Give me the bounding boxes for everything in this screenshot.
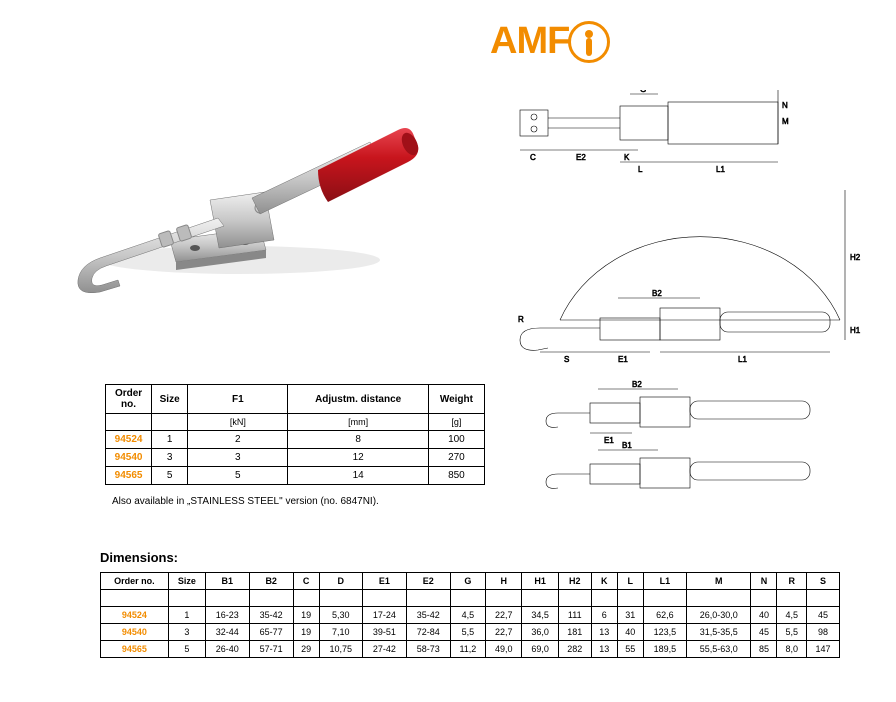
dim-l1: L1 [716, 165, 725, 174]
col-size: Size [152, 385, 188, 414]
dim-b1: B1 [622, 441, 632, 450]
order-link[interactable]: 94540 [122, 627, 147, 637]
dim-e1b: E1 [604, 436, 614, 445]
dim-k: K [624, 153, 630, 162]
order-link[interactable]: 94524 [122, 610, 147, 620]
col-weight: Weight [428, 385, 484, 414]
col-f1: F1 [188, 385, 288, 414]
table-row: 94524128100 [106, 431, 485, 449]
spec-table-unit-row: [kN] [mm] [g] [106, 414, 485, 431]
dimensions-blank-row [101, 590, 840, 607]
col-adj: Adjustm. distance [288, 385, 428, 414]
dim-m: M [782, 117, 789, 126]
logo-icon [568, 21, 610, 63]
order-link[interactable]: 94565 [115, 470, 143, 481]
dim-l1b: L1 [738, 355, 747, 364]
technical-diagrams: G N M C K E2 L L1 B2 [490, 90, 870, 490]
dim-g: G [640, 90, 646, 94]
dim-h1: H1 [850, 326, 861, 335]
dim-r: R [518, 315, 524, 324]
table-row: 945655514850 [106, 467, 485, 485]
dim-b2b: B2 [632, 380, 642, 389]
dim-e2: E2 [576, 153, 586, 162]
dim-h2: H2 [850, 253, 861, 262]
table-row: 94524116-2335-42195,3017-2435-424,522,73… [101, 607, 840, 624]
dimensions-header-row: Order no.SizeB1B2CDE1E2GHH1H2KLL1MNRS [101, 573, 840, 590]
product-illustration [60, 80, 420, 300]
order-link[interactable]: 94540 [115, 452, 143, 463]
dimensions-table: Order no.SizeB1B2CDE1E2GHH1H2KLL1MNRS 94… [100, 572, 840, 658]
logo-text: AMF [490, 20, 569, 63]
spec-table: Order no. Size F1 Adjustm. distance Weig… [105, 384, 485, 485]
table-row: 945403312270 [106, 449, 485, 467]
col-order: Order no. [106, 385, 152, 414]
brand-logo: AMF [490, 20, 610, 63]
order-link[interactable]: 94565 [122, 644, 147, 654]
table-row: 94565526-4057-712910,7527-4258-7311,249,… [101, 641, 840, 658]
dimensions-heading: Dimensions: [100, 550, 178, 565]
table-row: 94540332-4465-77197,1039-5172-845,522,73… [101, 624, 840, 641]
dim-s: S [564, 355, 569, 364]
dim-b2a: B2 [652, 289, 662, 298]
dim-c: C [530, 153, 536, 162]
order-link[interactable]: 94524 [115, 434, 143, 445]
dim-l: L [638, 165, 643, 174]
stainless-note: Also available in „STAINLESS STEEL" vers… [112, 496, 379, 507]
dim-n: N [782, 101, 788, 110]
dim-e1a: E1 [618, 355, 628, 364]
spec-table-header-row: Order no. Size F1 Adjustm. distance Weig… [106, 385, 485, 414]
